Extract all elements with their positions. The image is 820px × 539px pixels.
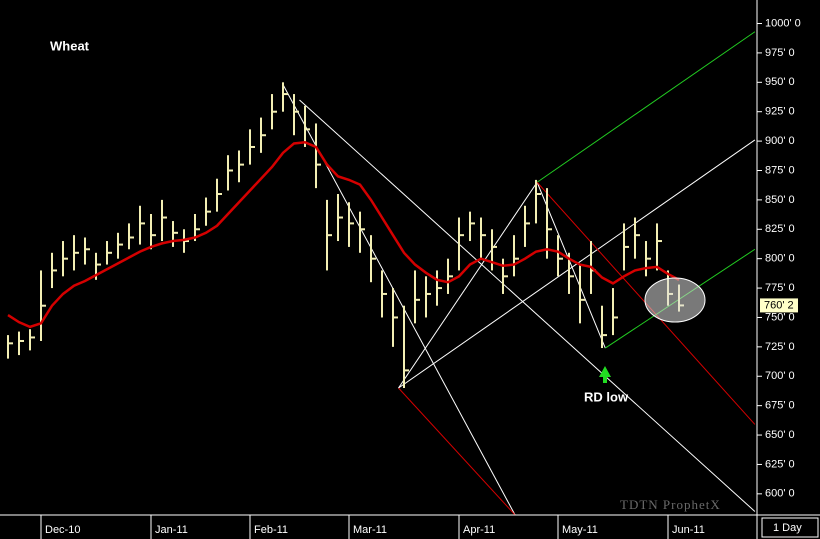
y-tick-label: 750' 0 bbox=[765, 311, 795, 323]
trendline bbox=[299, 99, 756, 512]
y-tick-label: 625' 0 bbox=[765, 458, 795, 470]
x-tick-label: Feb-11 bbox=[254, 524, 288, 536]
y-tick-label: 700' 0 bbox=[765, 370, 795, 382]
plot-area bbox=[7, 31, 756, 515]
x-tick-label: Jan-11 bbox=[155, 524, 188, 536]
y-tick-label: 975' 0 bbox=[765, 47, 795, 59]
y-tick-label: 725' 0 bbox=[765, 341, 795, 353]
interval-label: 1 Day bbox=[773, 522, 802, 534]
x-tick-label: Dec-10 bbox=[45, 524, 80, 536]
x-tick-label: Jun-11 bbox=[672, 524, 705, 536]
y-tick-label: 850' 0 bbox=[765, 194, 795, 206]
trendline bbox=[398, 181, 538, 389]
trendline bbox=[536, 31, 756, 183]
moving-average bbox=[7, 140, 680, 329]
y-tick-label: 1000' 0 bbox=[765, 17, 801, 29]
y-tick-label: 600' 0 bbox=[765, 488, 795, 500]
x-tick-label: May-11 bbox=[562, 524, 598, 536]
last-price-label: 760' 2 bbox=[764, 299, 794, 311]
y-tick-label: 925' 0 bbox=[765, 106, 795, 118]
y-tick-label: 800' 0 bbox=[765, 253, 795, 265]
y-tick-label: 950' 0 bbox=[765, 76, 795, 88]
y-tick-label: 825' 0 bbox=[765, 223, 795, 235]
trendline bbox=[398, 387, 516, 515]
y-tick-label: 675' 0 bbox=[765, 400, 795, 412]
interval-box bbox=[761, 517, 819, 538]
annotation-arrow bbox=[599, 366, 611, 383]
x-tick-label: Apr-11 bbox=[463, 524, 495, 536]
y-tick-label: 650' 0 bbox=[765, 429, 795, 441]
y-tick-label: 775' 0 bbox=[765, 282, 795, 294]
annotation: RD low bbox=[584, 389, 629, 404]
y-tick-label: 875' 0 bbox=[765, 164, 795, 176]
trendline bbox=[536, 182, 606, 349]
chart-title: Wheat bbox=[50, 38, 90, 53]
watermark: TDTN ProphetX bbox=[620, 497, 721, 512]
last-price-box bbox=[760, 298, 798, 313]
highlight bbox=[644, 277, 706, 323]
x-tick-label: Mar-11 bbox=[353, 524, 387, 536]
y-tick-label: 900' 0 bbox=[765, 135, 795, 147]
